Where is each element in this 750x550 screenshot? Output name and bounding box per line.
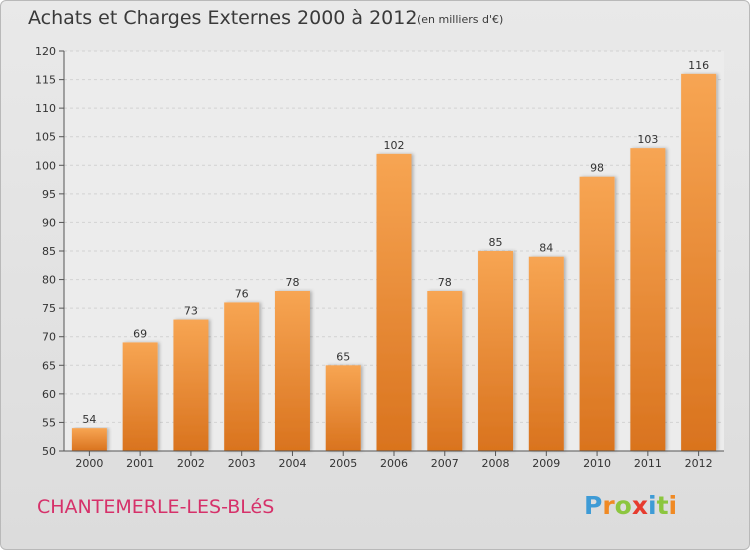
bar bbox=[427, 291, 463, 451]
bar-value-label: 78 bbox=[438, 276, 452, 289]
x-tick-label: 2003 bbox=[228, 457, 256, 470]
y-tick-label: 50 bbox=[42, 445, 56, 458]
bars: 54 69 73 76 78 65 102 78 85 84 98 103 116 bbox=[71, 59, 717, 451]
x-tick-label: 2008 bbox=[482, 457, 510, 470]
bar-value-label: 85 bbox=[489, 236, 503, 249]
x-tick-label: 2009 bbox=[532, 457, 560, 470]
bar bbox=[528, 256, 564, 451]
bar-value-label: 73 bbox=[184, 305, 198, 318]
bar bbox=[224, 302, 260, 451]
chart-title: Achats et Charges Externes 2000 à 2012 bbox=[28, 7, 418, 29]
y-tick-label: 80 bbox=[42, 274, 56, 287]
logo-letter: x bbox=[631, 491, 648, 520]
y-tick-label: 90 bbox=[42, 216, 56, 229]
bar-value-label: 102 bbox=[384, 139, 405, 152]
y-tick-label: 105 bbox=[35, 131, 56, 144]
x-tick-label: 2012 bbox=[685, 457, 713, 470]
x-tick-label: 2001 bbox=[126, 457, 154, 470]
bar-value-label: 84 bbox=[539, 242, 553, 255]
bar bbox=[681, 73, 717, 451]
bar-value-label: 65 bbox=[336, 350, 350, 363]
logo-letter: t bbox=[656, 491, 669, 520]
bar bbox=[274, 291, 310, 451]
bar bbox=[325, 365, 361, 451]
bar bbox=[630, 148, 666, 451]
chart-subtitle: (en milliers d'€) bbox=[417, 13, 504, 26]
bar-value-label: 54 bbox=[82, 413, 96, 426]
y-tick-label: 85 bbox=[42, 245, 56, 258]
bar-value-label: 116 bbox=[688, 59, 709, 72]
bar-value-label: 76 bbox=[235, 287, 249, 300]
bar-value-label: 78 bbox=[285, 276, 299, 289]
bar bbox=[122, 342, 158, 451]
x-tick-label: 2005 bbox=[329, 457, 357, 470]
y-tick-label: 100 bbox=[35, 159, 56, 172]
y-tick-label: 75 bbox=[42, 302, 56, 315]
y-tick-label: 120 bbox=[35, 45, 56, 58]
x-tick-label: 2007 bbox=[431, 457, 459, 470]
commune-name: CHANTEMERLE-LES-BLéS bbox=[37, 496, 275, 518]
x-tick-label: 2011 bbox=[634, 457, 662, 470]
bar bbox=[579, 176, 615, 451]
x-tick-label: 2006 bbox=[380, 457, 408, 470]
logo-letter: P bbox=[584, 491, 603, 520]
y-tick-label: 95 bbox=[42, 188, 56, 201]
logo-letter: i bbox=[648, 491, 657, 520]
x-tick-label: 2010 bbox=[583, 457, 611, 470]
bar-value-label: 98 bbox=[590, 162, 604, 175]
y-tick-label: 60 bbox=[42, 388, 56, 401]
x-tick-label: 2004 bbox=[278, 457, 306, 470]
y-tick-label: 110 bbox=[35, 102, 56, 115]
y-tick-label: 55 bbox=[42, 416, 56, 429]
y-tick-label: 65 bbox=[42, 359, 56, 372]
bar bbox=[173, 319, 209, 451]
bar-value-label: 103 bbox=[637, 133, 658, 146]
bar bbox=[478, 251, 514, 451]
logo-letter: r bbox=[602, 491, 615, 520]
bar bbox=[71, 428, 107, 451]
x-tick-label: 2002 bbox=[177, 457, 205, 470]
y-tick-label: 70 bbox=[42, 331, 56, 344]
logo-letter: o bbox=[614, 491, 632, 520]
proxiti-logo: Proxiti bbox=[584, 491, 677, 520]
x-tick-label: 2000 bbox=[75, 457, 103, 470]
logo-letter: i bbox=[668, 491, 678, 520]
bar-value-label: 69 bbox=[133, 327, 147, 340]
y-tick-label: 115 bbox=[35, 74, 56, 87]
bar bbox=[376, 153, 412, 451]
x-axis: 2000 2001 2002 2003 2004 2005 2006 2007 2008 2009… bbox=[64, 450, 724, 470]
y-axis: 50 55 60 65 70 75 80 85 90 95 100 105 110 115 120 bbox=[35, 45, 65, 458]
